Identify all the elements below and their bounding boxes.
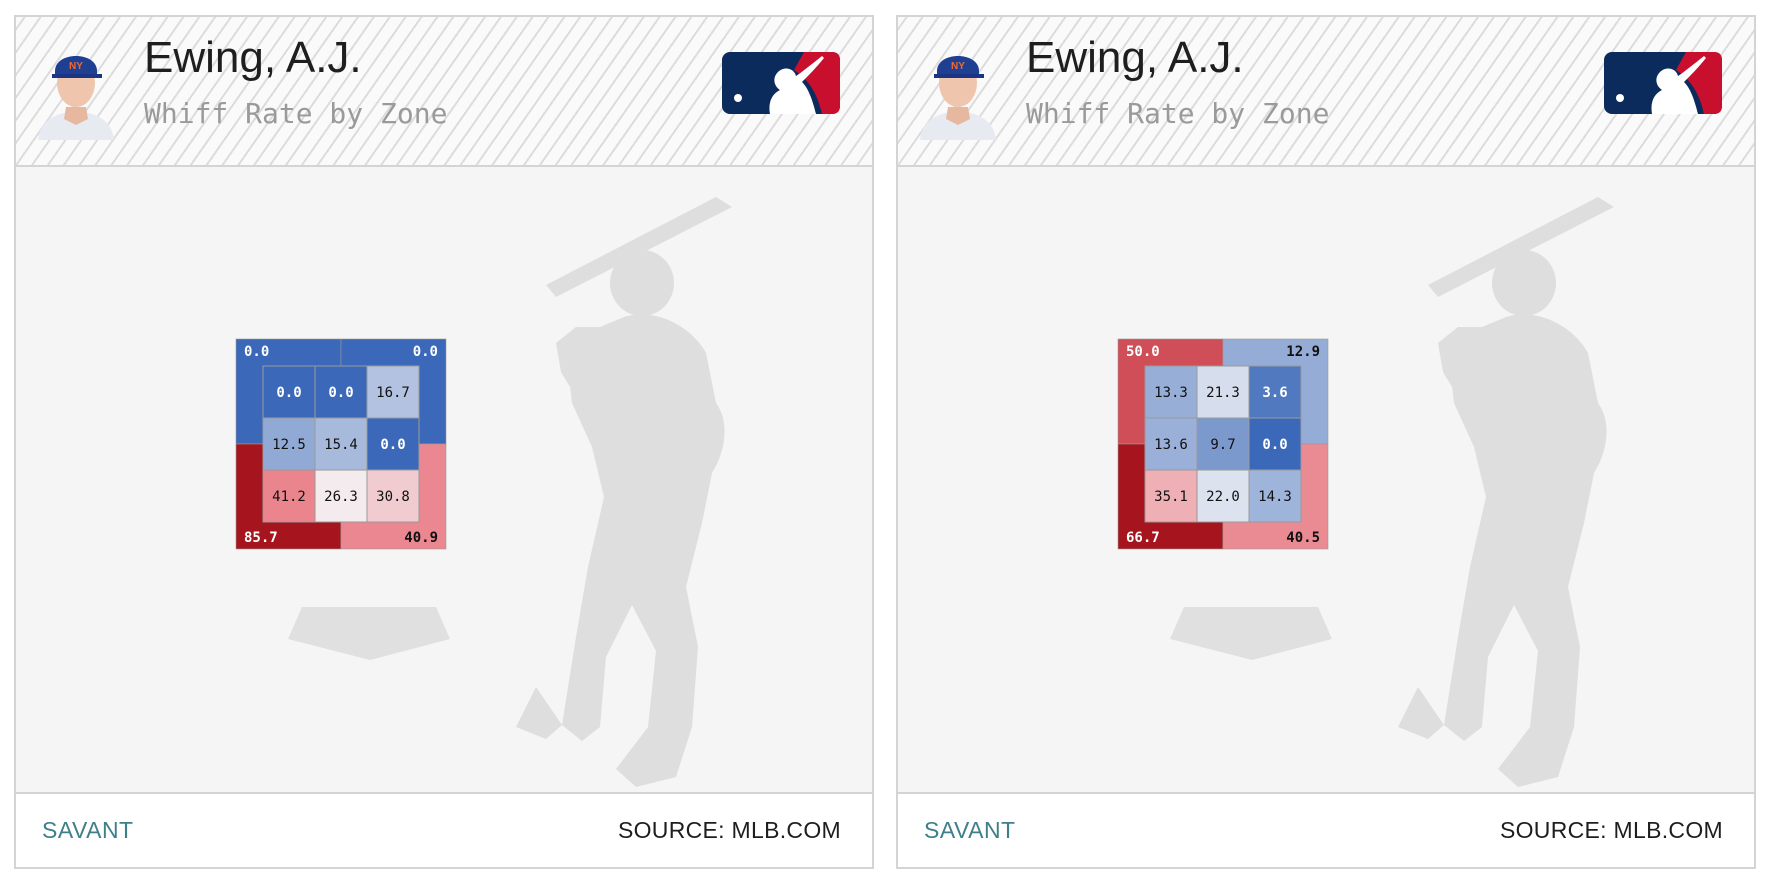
zone-cell-8 (1196, 469, 1250, 523)
zone-label-4: 13.6 (1154, 437, 1188, 453)
card-header: NY Ewing, A.J. Whiff Rate by Zone (16, 17, 872, 167)
zone-label-9: 30.8 (376, 489, 410, 505)
zone-cell-9 (366, 469, 420, 523)
source-text: SOURCE: MLB.COM (1499, 817, 1723, 843)
mlb-logo-icon (1604, 52, 1722, 114)
zone-cell-4 (1144, 417, 1198, 471)
whiff-chart-card-right: NY Ewing, A.J. Whiff Rate by Zone 50.0 12… (896, 15, 1756, 869)
player-name: Ewing, A.J. (1026, 33, 1244, 82)
zone-cell-8 (314, 469, 368, 523)
zone-cell-6 (366, 417, 420, 471)
zone-cell-5 (1196, 417, 1250, 471)
card-header: NY Ewing, A.J. Whiff Rate by Zone (898, 17, 1754, 167)
zone-label-6: 0.0 (1262, 437, 1287, 453)
savant-link[interactable]: SAVANT (924, 817, 1016, 843)
zone-label-outer-bottom-right: 40.5 (1286, 530, 1320, 546)
player-name: Ewing, A.J. (144, 33, 362, 82)
zone-label-outer-top-right: 12.9 (1286, 344, 1320, 360)
plot-area: 50.0 12.9 66.7 40.5 13.3 21.3 3.6 13.6 9.7 0.0 35.… (898, 167, 1754, 794)
card-footer: SAVANT SOURCE: MLB.COM (898, 792, 1754, 867)
zone-label-3: 16.7 (376, 385, 410, 401)
zone-label-3: 3.6 (1262, 385, 1287, 401)
batter-silhouette-icon (516, 197, 732, 787)
savant-link[interactable]: SAVANT (42, 817, 134, 843)
batter-silhouette-icon (1398, 197, 1614, 787)
zone-label-outer-top-right: 0.0 (413, 344, 438, 360)
zone-cell-3 (1248, 365, 1302, 419)
zone-label-9: 14.3 (1258, 489, 1292, 505)
zone-cell-7 (262, 469, 316, 523)
zone-label-outer-bottom-left: 66.7 (1126, 530, 1160, 546)
whiff-chart-card-left: NY Ewing, A.J. Whiff Rate by Zone 0.0 0.0… (14, 15, 874, 869)
player-headshot-icon: NY (38, 56, 114, 140)
chart-subtitle: Whiff Rate by Zone (144, 97, 448, 130)
zone-cell-7 (1144, 469, 1198, 523)
svg-text:NY: NY (69, 61, 83, 72)
zone-cell-3 (366, 365, 420, 419)
zone-cell-1 (262, 365, 316, 419)
zone-label-outer-bottom-left: 85.7 (244, 530, 278, 546)
zone-label-2: 21.3 (1206, 385, 1240, 401)
strike-zone-heatmap: 0.0 0.0 85.7 40.9 0.0 0.0 16.7 12.5 15.4 0.0 41.2 2… (235, 338, 447, 550)
home-plate-icon (1170, 607, 1332, 660)
zone-label-7: 35.1 (1154, 489, 1188, 505)
zone-label-7: 41.2 (272, 489, 306, 505)
zone-label-5: 15.4 (324, 437, 358, 453)
zone-label-6: 0.0 (380, 437, 405, 453)
mlb-logo-icon (722, 52, 840, 114)
zone-cell-6 (1248, 417, 1302, 471)
zone-label-1: 13.3 (1154, 385, 1188, 401)
zone-label-2: 0.0 (328, 385, 353, 401)
plot-area: 0.0 0.0 85.7 40.9 0.0 0.0 16.7 12.5 15.4 0.0 41.2 2… (16, 167, 872, 794)
zone-label-1: 0.0 (276, 385, 301, 401)
zone-label-outer-bottom-right: 40.9 (404, 530, 438, 546)
zone-label-8: 22.0 (1206, 489, 1240, 505)
svg-text:NY: NY (951, 61, 965, 72)
zone-cell-2 (1196, 365, 1250, 419)
zone-label-outer-top-left: 50.0 (1126, 344, 1160, 360)
zone-label-8: 26.3 (324, 489, 358, 505)
card-footer: SAVANT SOURCE: MLB.COM (16, 792, 872, 867)
chart-subtitle: Whiff Rate by Zone (1026, 97, 1330, 130)
home-plate-icon (288, 607, 450, 660)
zone-label-4: 12.5 (272, 437, 306, 453)
player-headshot-icon: NY (920, 56, 996, 140)
strike-zone-heatmap: 50.0 12.9 66.7 40.5 13.3 21.3 3.6 13.6 9.7 0.0 35.… (1117, 338, 1329, 550)
zone-label-5: 9.7 (1210, 437, 1235, 453)
source-text: SOURCE: MLB.COM (617, 817, 841, 843)
zone-label-outer-top-left: 0.0 (244, 344, 269, 360)
zone-cell-9 (1248, 469, 1302, 523)
